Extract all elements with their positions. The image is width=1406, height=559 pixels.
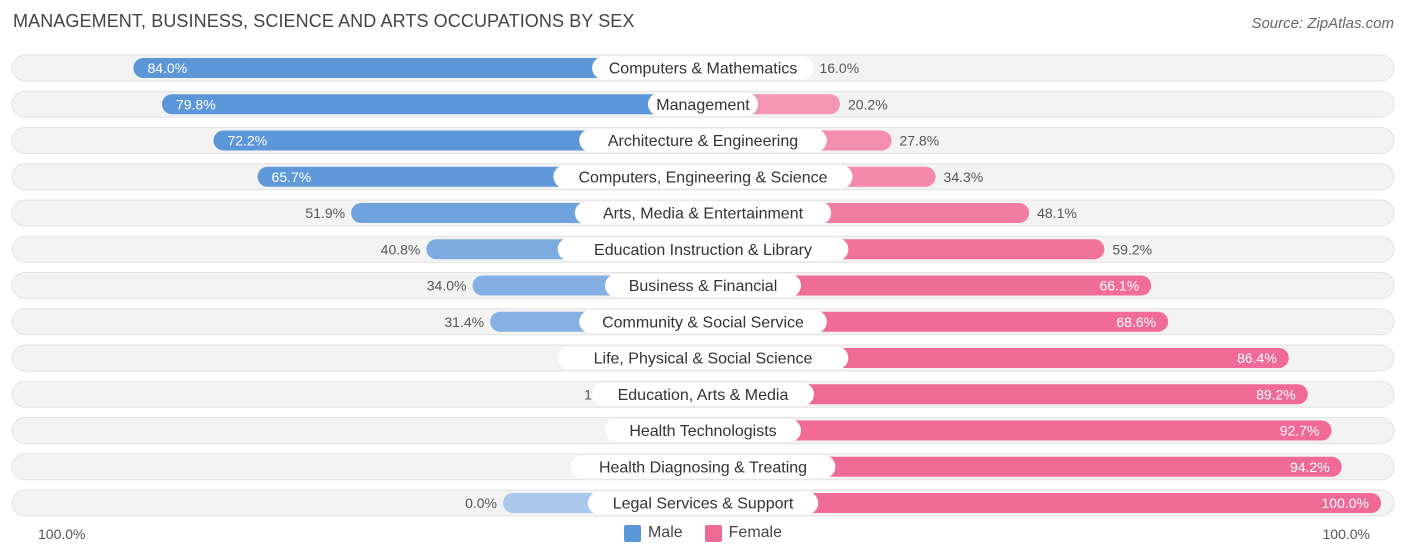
category-label: Computers & Mathematics bbox=[609, 61, 798, 78]
category-label: Computers, Engineering & Science bbox=[578, 169, 827, 186]
category-pill bbox=[592, 56, 814, 80]
legend-swatch-male bbox=[623, 524, 641, 542]
category-pill bbox=[553, 165, 853, 189]
male-value-label: 0.0% bbox=[465, 495, 497, 511]
category-pill bbox=[579, 310, 827, 334]
category-label: Health Technologists bbox=[629, 423, 776, 440]
category-label: Education Instruction & Library bbox=[594, 242, 812, 259]
category-label: Architecture & Engineering bbox=[608, 133, 798, 150]
female-value-label: 100.0% bbox=[1322, 495, 1369, 511]
female-bar bbox=[703, 456, 1342, 477]
category-pill bbox=[587, 491, 819, 515]
male-value-label: 31.4% bbox=[444, 314, 484, 330]
female-bar bbox=[703, 348, 1289, 368]
category-pill bbox=[574, 201, 832, 225]
chart-title: MANAGEMENT, BUSINESS, SCIENCE AND ARTS O… bbox=[13, 11, 635, 31]
category-label: Community & Social Service bbox=[602, 314, 804, 331]
legend-item-male[interactable]: Male bbox=[623, 524, 683, 542]
male-value-label: 51.9% bbox=[305, 205, 345, 221]
category-label: Health Diagnosing & Treating bbox=[599, 459, 807, 476]
legend-swatch-female bbox=[704, 524, 722, 542]
female-value-label: 20.2% bbox=[848, 96, 888, 112]
male-value-label: 34.0% bbox=[427, 278, 467, 294]
chart-svg: 84.0% 16.0% Computers & Mathematics 79.8% 20… bbox=[11, 54, 1395, 517]
female-bar bbox=[703, 420, 1332, 441]
legend: Male Female bbox=[0, 524, 1406, 542]
legend-label-male: Male bbox=[647, 524, 683, 541]
male-value-label: 72.2% bbox=[227, 133, 267, 149]
female-value-label: 66.1% bbox=[1099, 278, 1139, 294]
female-value-label: 86.4% bbox=[1237, 350, 1277, 366]
female-value-label: 16.0% bbox=[819, 60, 859, 76]
female-bar bbox=[703, 493, 1381, 513]
male-bar bbox=[133, 58, 704, 78]
category-label: Business & Financial bbox=[629, 278, 778, 295]
category-label: Life, Physical & Social Science bbox=[594, 351, 813, 368]
legend-item-female[interactable]: Female bbox=[704, 524, 783, 542]
category-pill bbox=[605, 274, 801, 297]
category-pill bbox=[648, 92, 758, 116]
female-value-label: 94.2% bbox=[1290, 459, 1330, 475]
category-pill bbox=[592, 382, 814, 406]
male-value-label: 84.0% bbox=[147, 60, 187, 76]
female-value-label: 59.2% bbox=[1112, 241, 1152, 257]
male-value-label: 65.7% bbox=[272, 169, 312, 185]
source-label: Source: ZipAtlas.com bbox=[1251, 15, 1394, 32]
female-value-label: 48.1% bbox=[1037, 205, 1077, 221]
legend-label-female: Female bbox=[728, 524, 783, 541]
female-value-label: 89.2% bbox=[1256, 386, 1296, 402]
category-label: Management bbox=[656, 97, 750, 114]
male-value-label: 79.8% bbox=[176, 96, 216, 112]
category-pill bbox=[605, 419, 801, 442]
category-pill bbox=[557, 346, 849, 370]
category-label: Education, Arts & Media bbox=[618, 387, 789, 404]
female-value-label: 68.6% bbox=[1116, 314, 1156, 330]
female-value-label: 92.7% bbox=[1280, 423, 1320, 439]
axis-right-label: 100.0% bbox=[1322, 526, 1370, 542]
category-pill bbox=[579, 129, 827, 152]
female-bar bbox=[703, 384, 1308, 405]
female-bar bbox=[703, 275, 1152, 296]
category-label: Arts, Media & Entertainment bbox=[603, 206, 804, 223]
male-value-label: 40.8% bbox=[381, 241, 421, 257]
female-value-label: 34.3% bbox=[944, 169, 984, 185]
axis-left-label: 100.0% bbox=[38, 526, 86, 542]
category-label: Legal Services & Support bbox=[613, 496, 794, 513]
category-pill bbox=[570, 455, 836, 479]
female-value-label: 27.8% bbox=[899, 133, 939, 149]
male-bar bbox=[161, 94, 703, 115]
category-pill bbox=[557, 237, 849, 261]
